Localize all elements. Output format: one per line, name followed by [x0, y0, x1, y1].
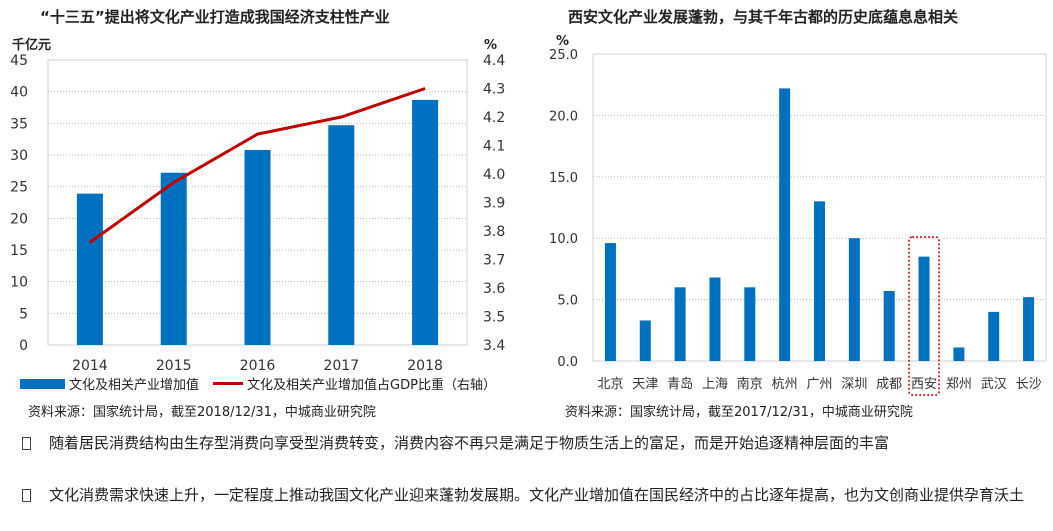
x-tick-label: 2016 [240, 358, 276, 374]
x-tick-label: 长沙 [1016, 377, 1042, 392]
bar-2018 [412, 99, 439, 346]
bar-北京 [604, 243, 616, 361]
y-tick-right: 3.8 [483, 224, 505, 240]
left-chart-title: “十三五”提出将文化产业打造成我国经济支柱性产业 [40, 8, 390, 26]
x-tick-label: 南京 [737, 376, 763, 392]
x-tick-label: 杭州 [772, 377, 798, 392]
y-axis-label-left: 千亿元 [12, 37, 51, 53]
legend-label-bar: 文化及相关产业增加值 [69, 378, 200, 393]
x-tick-label: 西安 [911, 377, 937, 392]
y-tick-right: 4.2 [483, 110, 505, 126]
y-tick: 5.0 [557, 294, 578, 309]
x-tick-label: 天津 [632, 377, 658, 392]
y-axis-label: % [556, 34, 569, 49]
x-tick-label: 青岛 [667, 376, 693, 392]
bar-青岛 [674, 287, 686, 361]
left-legend: 文化及相关产业增加值 文化及相关产业增加值占GDP比重（右轴） [20, 374, 496, 393]
bar-2017 [328, 125, 355, 345]
right-chart-title: 西安文化产业发展蓬勃，与其千年古都的历史底蕴息息相关 [568, 8, 959, 26]
y-tick-left: 25 [10, 180, 28, 196]
legend-label-line: 文化及相关产业增加值占GDP比重（右轴） [247, 378, 496, 393]
y-tick-left: 20 [10, 211, 28, 227]
bullet-text: 文化消费需求快速上升，一定程度上推动我国文化产业迎来蓬勃发展期。文化产业增加值在… [49, 486, 1025, 504]
y-tick: 15.0 [549, 171, 578, 186]
bullet-item-2: 文化消费需求快速上升，一定程度上推动我国文化产业迎来蓬勃发展期。文化产业增加值在… [22, 485, 1032, 505]
right-source: 资料来源：国家统计局，截至2017/12/31，中城商业研究院 [565, 405, 913, 420]
highlight-box [908, 236, 940, 396]
x-tick-label: 深圳 [841, 377, 867, 392]
x-tick-label: 北京 [597, 377, 623, 392]
y-tick-right: 4.4 [483, 53, 505, 69]
y-tick: 10.0 [549, 232, 578, 247]
bar-长沙 [1023, 297, 1035, 361]
legend-swatch-bar [20, 378, 65, 389]
y-tick-right: 3.7 [483, 253, 505, 269]
x-tick-label: 2014 [72, 358, 108, 374]
x-tick-label: 广州 [806, 377, 832, 392]
y-tick-left: 30 [10, 148, 28, 164]
y-tick-left: 0 [19, 338, 28, 354]
bar-广州 [814, 201, 825, 361]
y-tick: 25.0 [549, 48, 578, 63]
left-source: 资料来源：国家统计局，截至2018/12/31，中城商业研究院 [28, 405, 376, 420]
bar-天津 [639, 320, 651, 361]
x-tick-label: 武汉 [981, 377, 1007, 392]
y-tick-right: 4.1 [483, 139, 505, 155]
bullet-icon [22, 437, 31, 450]
y-tick-left: 5 [19, 306, 28, 322]
y-tick-right: 3.9 [483, 196, 505, 212]
y-axis-label-right: % [484, 38, 497, 53]
bar-南京 [744, 287, 756, 361]
charts-canvas: 0 5 10 15 20 25 30 35 40 45 3.4 3.5 3.6 3.7 3.8 3.9 4.0 4… [10, 34, 1047, 396]
y-tick-right: 4.0 [483, 167, 505, 183]
bar-杭州 [779, 88, 791, 361]
y-tick-left: 10 [10, 275, 28, 291]
bar-武汉 [988, 311, 1000, 361]
y-tick-right: 3.6 [483, 281, 505, 297]
y-tick-left: 15 [10, 243, 28, 259]
y-tick-right: 3.4 [483, 338, 505, 354]
x-tick-label: 2018 [407, 358, 443, 374]
bullet-text: 随着居民消费结构由生存型消费向享受型消费转变，消费内容不再只是满足于物质生活上的… [49, 434, 890, 452]
y-tick-right: 3.5 [483, 310, 505, 326]
bullet-item-1: 随着居民消费结构由生存型消费向享受型消费转变，消费内容不再只是满足于物质生活上的… [22, 433, 1032, 453]
bullet-icon [22, 489, 31, 502]
bar-郑州 [953, 347, 965, 361]
x-tick-label: 上海 [702, 377, 728, 392]
x-tick-label: 2015 [156, 358, 192, 374]
bar-成都 [883, 291, 895, 361]
y-tick: 20.0 [549, 109, 578, 124]
y-tick-left: 35 [10, 116, 28, 132]
y-tick: 0.0 [557, 355, 578, 370]
bar-2015 [160, 172, 187, 345]
x-tick-label: 成都 [876, 377, 902, 392]
legend-swatch-line [213, 382, 244, 385]
bar-2014 [76, 193, 103, 345]
bar-西安 [918, 256, 930, 361]
bar-深圳 [848, 238, 860, 361]
bar-2016 [244, 149, 271, 345]
y-tick-right: 4.3 [483, 82, 505, 98]
x-tick-label: 郑州 [946, 377, 972, 392]
y-tick-left: 40 [10, 85, 28, 101]
x-tick-label: 2017 [323, 358, 359, 374]
bar-上海 [709, 277, 721, 361]
y-tick-left: 45 [10, 53, 28, 69]
